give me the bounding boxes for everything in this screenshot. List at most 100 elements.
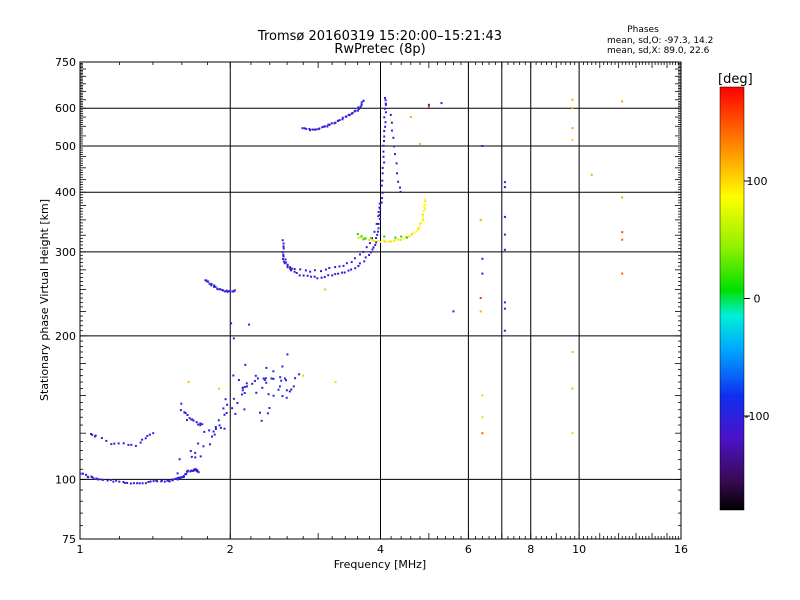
phase-point xyxy=(357,106,360,109)
phase-point xyxy=(217,419,220,422)
phase-point xyxy=(139,441,142,444)
phase-point xyxy=(216,287,219,290)
phase-point xyxy=(331,274,334,277)
phase-point xyxy=(279,376,282,379)
phase-point xyxy=(356,109,359,112)
phase-point xyxy=(262,377,265,380)
y-tick-label: 100 xyxy=(55,473,76,486)
phase-point xyxy=(156,480,159,483)
phase-point xyxy=(402,237,405,240)
phase-point xyxy=(268,407,271,409)
phase-point xyxy=(95,477,98,480)
phase-point xyxy=(481,145,484,147)
data-points xyxy=(79,97,624,485)
y-axis-label: Stationary phase Virtual Height [km] xyxy=(38,199,51,401)
phase-point xyxy=(384,97,386,99)
phase-point xyxy=(134,444,137,447)
phase-point xyxy=(369,236,372,239)
phase-point xyxy=(212,430,215,433)
phase-point xyxy=(94,434,97,437)
phase-point xyxy=(341,116,344,119)
phase-point xyxy=(424,207,427,210)
phase-point xyxy=(117,442,120,445)
phase-point xyxy=(286,353,289,356)
phase-point xyxy=(278,385,281,388)
phase-point xyxy=(313,128,316,131)
phase-point xyxy=(377,239,380,242)
phase-point xyxy=(180,402,183,405)
phase-point xyxy=(341,118,344,121)
phase-point xyxy=(214,428,217,430)
phase-point xyxy=(377,227,380,230)
phase-point xyxy=(384,240,387,243)
phase-point xyxy=(197,471,200,474)
phase-point xyxy=(503,248,506,251)
phase-point xyxy=(320,270,322,273)
phase-point xyxy=(571,351,574,353)
phase-point xyxy=(254,374,257,377)
phase-point xyxy=(282,253,285,256)
phase-point xyxy=(422,216,425,219)
phase-point xyxy=(380,201,383,204)
phase-point xyxy=(223,413,226,416)
colorbar-tick-label: 100 xyxy=(747,175,768,188)
phase-point xyxy=(382,150,385,153)
phase-point xyxy=(440,102,443,105)
phase-point xyxy=(418,225,421,228)
phase-point xyxy=(253,380,256,382)
phase-point xyxy=(187,469,189,472)
phase-point xyxy=(379,240,382,243)
phase-point xyxy=(354,257,356,260)
phase-point xyxy=(350,268,353,271)
phase-point xyxy=(188,417,191,420)
phase-point xyxy=(421,219,424,221)
phase-point xyxy=(382,144,385,147)
phase-point xyxy=(390,121,393,124)
phase-point xyxy=(176,477,179,479)
phase-point xyxy=(348,114,351,117)
phase-point xyxy=(359,236,362,239)
phase-point xyxy=(395,162,398,165)
phase-point xyxy=(285,396,288,399)
phase-point xyxy=(394,239,397,241)
x-tick-label: 16 xyxy=(674,543,688,556)
phase-point xyxy=(381,197,383,200)
phase-point xyxy=(289,267,292,270)
colorbar-label: [deg] xyxy=(718,72,753,87)
phase-point xyxy=(330,122,333,125)
phase-point xyxy=(407,235,410,238)
phase-point xyxy=(345,115,348,118)
phase-point xyxy=(190,455,193,458)
phase-point xyxy=(179,409,182,412)
phase-point xyxy=(571,107,574,110)
phase-point xyxy=(372,246,375,249)
phase-point xyxy=(328,267,331,269)
phase-point xyxy=(621,238,624,241)
phase-point xyxy=(384,111,387,114)
phase-point xyxy=(293,270,296,273)
phase-point xyxy=(280,379,283,382)
phase-point xyxy=(328,123,331,126)
phase-point xyxy=(230,322,233,325)
phase-point xyxy=(384,103,387,106)
phase-point xyxy=(222,289,225,292)
phase-point xyxy=(192,468,195,471)
phase-point xyxy=(400,235,403,238)
phase-point xyxy=(392,240,395,243)
phase-point xyxy=(178,476,181,479)
phase-point xyxy=(364,256,367,259)
phase-point xyxy=(113,442,116,445)
phase-point xyxy=(282,258,284,260)
phase-point xyxy=(320,276,323,279)
phase-point xyxy=(571,127,574,130)
phase-point xyxy=(226,403,229,406)
phase-point xyxy=(282,247,285,250)
phase-point xyxy=(186,414,189,416)
phase-point xyxy=(267,393,270,396)
phase-point xyxy=(115,479,118,482)
phase-point xyxy=(176,478,179,481)
phase-point xyxy=(503,307,506,310)
phase-point xyxy=(197,423,200,426)
phase-point xyxy=(130,443,133,446)
